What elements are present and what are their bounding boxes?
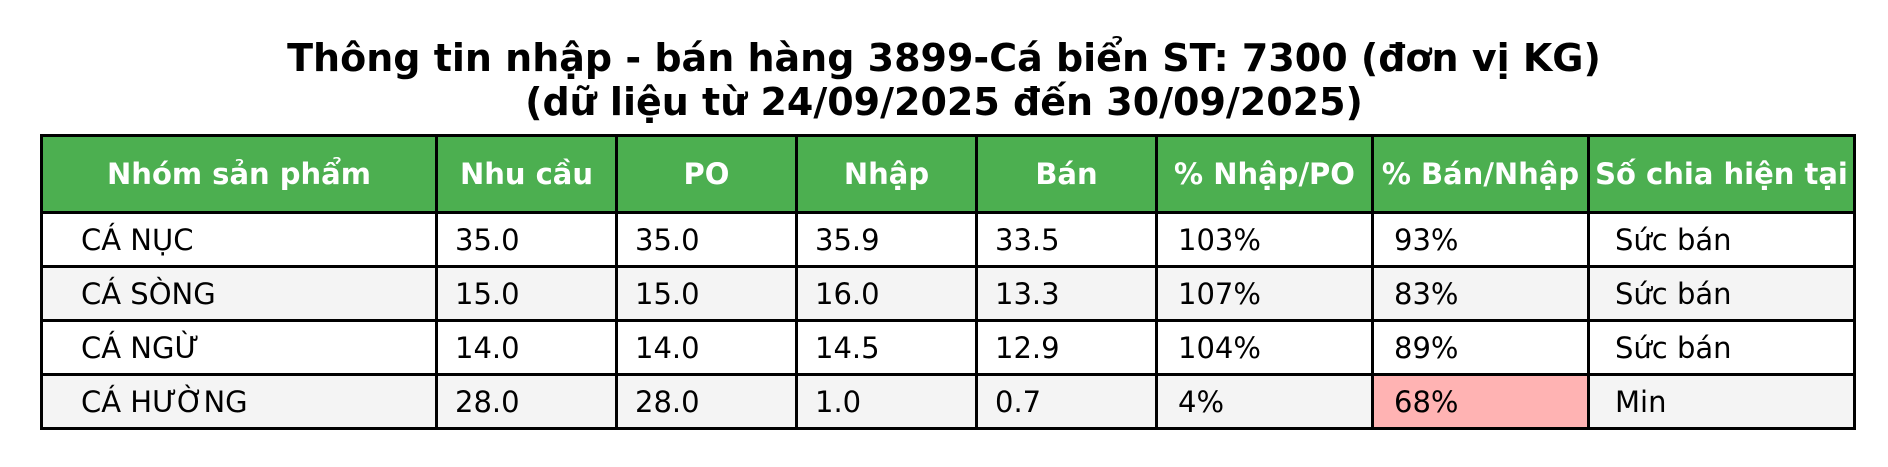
- cell-imported: 16.0: [795, 265, 978, 322]
- cell-demand: 15.0: [435, 265, 618, 322]
- cell-current-divisor: Sức bán: [1587, 265, 1856, 322]
- cell-po: 28.0: [615, 373, 798, 430]
- report-title: Thông tin nhập - bán hàng 3899-Cá biển S…: [0, 36, 1888, 124]
- column-header-sold-import-pct: % Bán/Nhập: [1371, 134, 1590, 214]
- cell-sold: 33.5: [975, 211, 1158, 268]
- report-title-line-1: Thông tin nhập - bán hàng 3899-Cá biển S…: [287, 36, 1601, 80]
- cell-sold-import-pct: 93%: [1371, 211, 1590, 268]
- cell-import-po-pct: 4%: [1155, 373, 1374, 430]
- column-header-po: PO: [615, 134, 798, 214]
- sales-table: Nhóm sản phẩm Nhu cầu PO Nhập Bán % Nhập…: [40, 134, 1856, 430]
- column-header-import-po-pct: % Nhập/PO: [1155, 134, 1374, 214]
- cell-imported: 1.0: [795, 373, 978, 430]
- cell-sold-import-pct: 89%: [1371, 319, 1590, 376]
- cell-sold-import-pct-alert: 68%: [1371, 373, 1590, 430]
- column-header-demand: Nhu cầu: [435, 134, 618, 214]
- cell-demand: 14.0: [435, 319, 618, 376]
- cell-sold-import-pct: 83%: [1371, 265, 1590, 322]
- cell-current-divisor: Min: [1587, 373, 1856, 430]
- cell-po: 14.0: [615, 319, 798, 376]
- table-row: CÁ NỤC 35.0 35.0 35.9 33.5 103% 93% Sức …: [40, 211, 1856, 268]
- cell-imported: 35.9: [795, 211, 978, 268]
- cell-demand: 35.0: [435, 211, 618, 268]
- cell-import-po-pct: 104%: [1155, 319, 1374, 376]
- cell-sold: 13.3: [975, 265, 1158, 322]
- cell-product-group: CÁ NỤC: [40, 211, 438, 268]
- cell-product-group: CÁ SÒNG: [40, 265, 438, 322]
- cell-po: 15.0: [615, 265, 798, 322]
- cell-sold: 12.9: [975, 319, 1158, 376]
- cell-import-po-pct: 103%: [1155, 211, 1374, 268]
- report-title-line-2: (dữ liệu từ 24/09/2025 đến 30/09/2025): [525, 80, 1363, 124]
- cell-imported: 14.5: [795, 319, 978, 376]
- cell-demand: 28.0: [435, 373, 618, 430]
- cell-current-divisor: Sức bán: [1587, 211, 1856, 268]
- cell-product-group: CÁ HƯỜNG: [40, 373, 438, 430]
- table-header-row: Nhóm sản phẩm Nhu cầu PO Nhập Bán % Nhập…: [40, 134, 1856, 214]
- column-header-imported: Nhập: [795, 134, 978, 214]
- table-row: CÁ HƯỜNG 28.0 28.0 1.0 0.7 4% 68% Min: [40, 373, 1856, 430]
- table-row: CÁ SÒNG 15.0 15.0 16.0 13.3 107% 83% Sức…: [40, 265, 1856, 322]
- cell-sold: 0.7: [975, 373, 1158, 430]
- column-header-current-divisor: Số chia hiện tại: [1587, 134, 1856, 214]
- cell-po: 35.0: [615, 211, 798, 268]
- column-header-sold: Bán: [975, 134, 1158, 214]
- column-header-product-group: Nhóm sản phẩm: [40, 134, 438, 214]
- cell-product-group: CÁ NGỪ: [40, 319, 438, 376]
- cell-import-po-pct: 107%: [1155, 265, 1374, 322]
- cell-current-divisor: Sức bán: [1587, 319, 1856, 376]
- table-row: CÁ NGỪ 14.0 14.0 14.5 12.9 104% 89% Sức …: [40, 319, 1856, 376]
